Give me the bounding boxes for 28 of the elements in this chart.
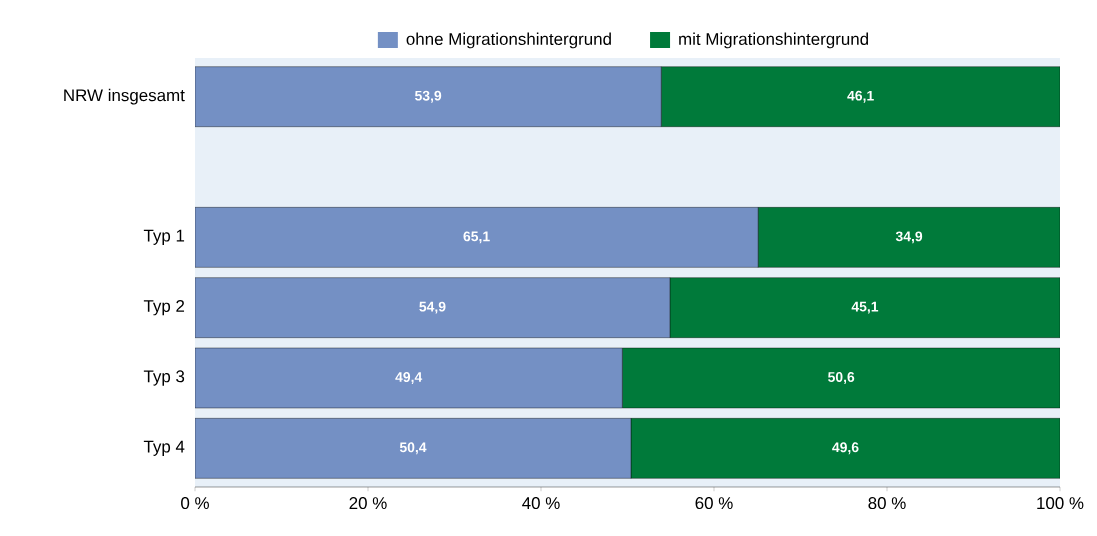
y-tick-label: Typ 1	[143, 229, 185, 245]
data-label: 45,1	[851, 301, 879, 314]
x-tick-label: 100 %	[1037, 497, 1084, 510]
data-label: 50,6	[828, 372, 855, 384]
bar	[195, 277, 671, 338]
y-tick-label: NRW insgesamt	[64, 88, 185, 105]
data-label: 49,6	[832, 442, 859, 455]
data-label: 53,9	[414, 90, 442, 103]
data-label: 46,1	[847, 90, 874, 103]
data-label: 65,1	[463, 231, 490, 244]
x-tick-label: 80 %	[868, 497, 906, 510]
x-tick-label: 0 %	[181, 497, 209, 510]
legend-label: ohne Migrationshintergrund	[406, 32, 611, 49]
data-label: 54,9	[419, 301, 446, 314]
bar	[195, 207, 759, 268]
bar	[195, 418, 632, 479]
y-tick-label: Typ 4	[143, 440, 185, 456]
x-tick-label: 40 %	[522, 497, 560, 510]
data-label: 34,9	[895, 231, 923, 244]
data-label: 49,4	[395, 372, 423, 384]
x-tick-label: 20 %	[349, 497, 387, 510]
y-tick-label: Typ 3	[143, 370, 185, 386]
bar	[195, 66, 662, 127]
bar	[195, 347, 623, 409]
legend-label: mit Migrationshintergrund	[679, 32, 869, 49]
y-tick-label: Typ 2	[143, 300, 185, 316]
x-tick-label: 60 %	[695, 497, 733, 510]
data-label: 50,4	[399, 442, 427, 455]
